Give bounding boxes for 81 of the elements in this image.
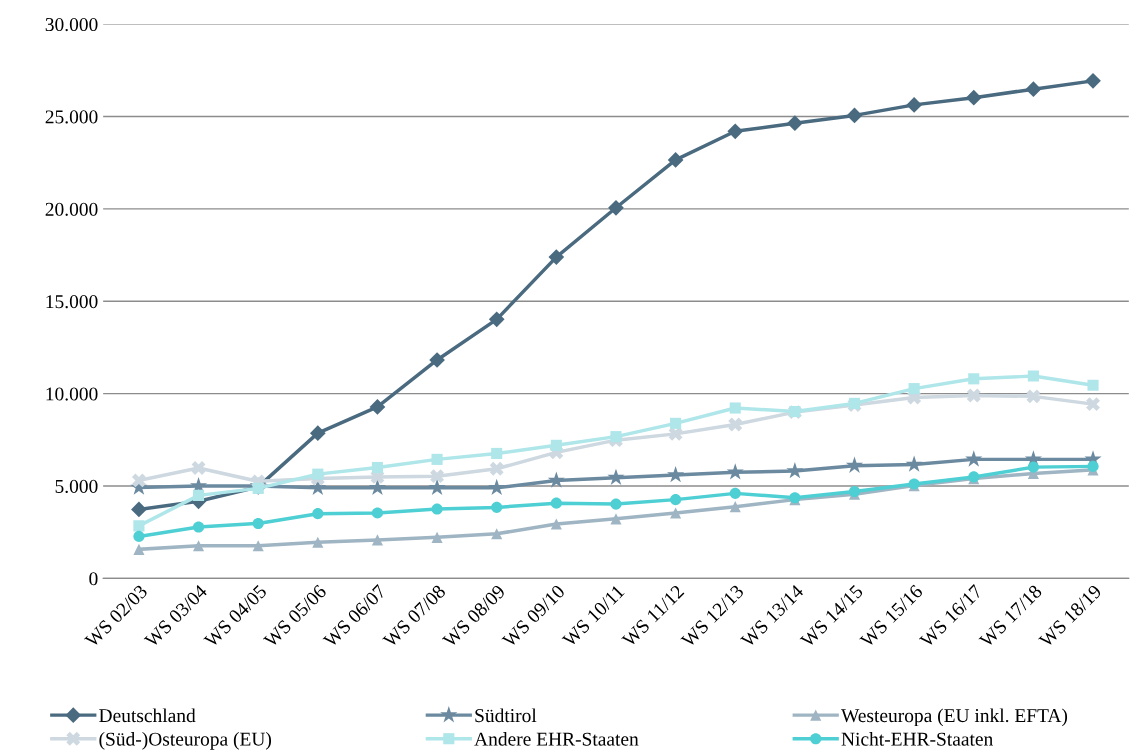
point [488,311,505,328]
point [312,508,324,520]
point [491,447,503,460]
legend-label: Westeuropa (EU inkl. EFTA) [841,708,1068,727]
point [368,478,387,496]
point [670,417,682,429]
y-tick-label: 25.000 [45,110,98,124]
point [131,501,147,518]
point [965,450,983,467]
point [905,455,923,472]
legend-label: Deutschland [99,708,196,723]
y-tick-label: 20.000 [45,202,98,216]
point [729,402,741,414]
point [133,530,145,542]
point [1087,460,1099,472]
point [607,468,625,485]
point [191,461,206,475]
point [548,249,565,265]
point [309,425,326,441]
point [786,461,804,479]
y-tick-label: 30.000 [45,17,98,32]
point [193,521,205,533]
point [966,388,981,403]
point [1027,461,1039,473]
point [371,461,383,474]
point [491,501,503,513]
point [550,497,562,509]
legend-label: (Süd-)Osteuropa (EU) [99,732,272,750]
point [312,536,324,548]
y-tick-label: 15.000 [46,295,98,309]
point [965,89,982,106]
point [431,503,443,515]
point [846,107,863,124]
point [610,431,622,443]
point [1087,379,1099,391]
point [726,463,744,480]
point [193,540,205,552]
point [1025,81,1042,98]
point [727,123,744,140]
point [489,461,504,476]
point [488,478,506,496]
point [728,417,743,432]
y-tick-label: 5.000 [55,479,98,493]
point [371,507,383,519]
point [1027,370,1039,382]
y-tick-label: 10.000 [46,387,98,401]
point [133,520,145,532]
point [667,466,685,483]
point [431,531,443,543]
y-tick-label: 0 [89,572,98,586]
point [670,494,682,506]
point [547,471,565,488]
point [906,97,922,113]
point [1086,397,1100,412]
point [430,469,445,484]
point [610,498,622,510]
point [371,534,383,546]
point [610,513,622,525]
legend-label: Nicht-EHR-Staaten [841,732,993,746]
point [133,543,145,555]
point [667,152,684,168]
point [131,473,146,488]
legend-label: Südtirol [475,708,537,723]
point [845,456,864,473]
point [193,489,205,501]
point [252,517,264,530]
point [428,478,446,496]
point [431,453,443,465]
legend-label: Andere EHR-Staaten [474,732,639,746]
point [729,487,741,499]
point [550,518,562,530]
point [787,115,803,132]
point [429,352,445,368]
point [1085,73,1101,89]
point [550,439,562,451]
point [968,373,980,385]
point [369,399,386,415]
point [1026,389,1041,404]
point [608,199,624,216]
point [908,383,920,395]
point [312,468,324,480]
